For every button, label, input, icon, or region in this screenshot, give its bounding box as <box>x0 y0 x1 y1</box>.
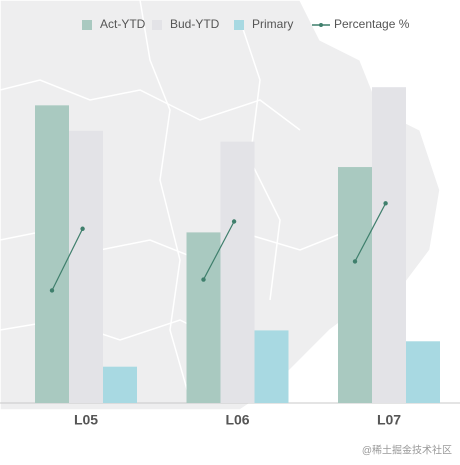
x-tick-label: L05 <box>74 412 98 428</box>
legend-swatch <box>82 20 92 30</box>
legend-label: Primary <box>252 17 293 31</box>
bar <box>338 167 372 403</box>
watermark: @稀土掘金技术社区 <box>362 444 452 457</box>
line-segment <box>51 228 84 291</box>
legend-swatch <box>234 20 244 30</box>
bar <box>35 105 69 403</box>
line-point <box>383 201 388 206</box>
line-point <box>352 259 358 264</box>
legend-label: Act-YTD <box>100 17 146 31</box>
line-point <box>80 226 85 231</box>
bar <box>69 130 103 403</box>
bar <box>220 141 255 403</box>
bar <box>254 330 289 403</box>
line-segment <box>202 221 235 280</box>
bar <box>372 87 406 403</box>
map-background <box>0 0 441 411</box>
legend-swatch <box>152 20 162 30</box>
bar <box>186 232 221 403</box>
bar <box>103 366 137 403</box>
legend-label: Percentage % <box>334 17 410 31</box>
x-tick-label: L07 <box>377 412 401 428</box>
line-point <box>231 219 237 224</box>
bar <box>406 341 440 403</box>
line-point <box>201 277 206 282</box>
x-tick-label: L06 <box>225 412 249 428</box>
legend-dot <box>319 23 323 27</box>
legend-label: Bud-YTD <box>170 17 220 31</box>
line-segment <box>354 203 387 262</box>
line-point <box>49 288 55 293</box>
